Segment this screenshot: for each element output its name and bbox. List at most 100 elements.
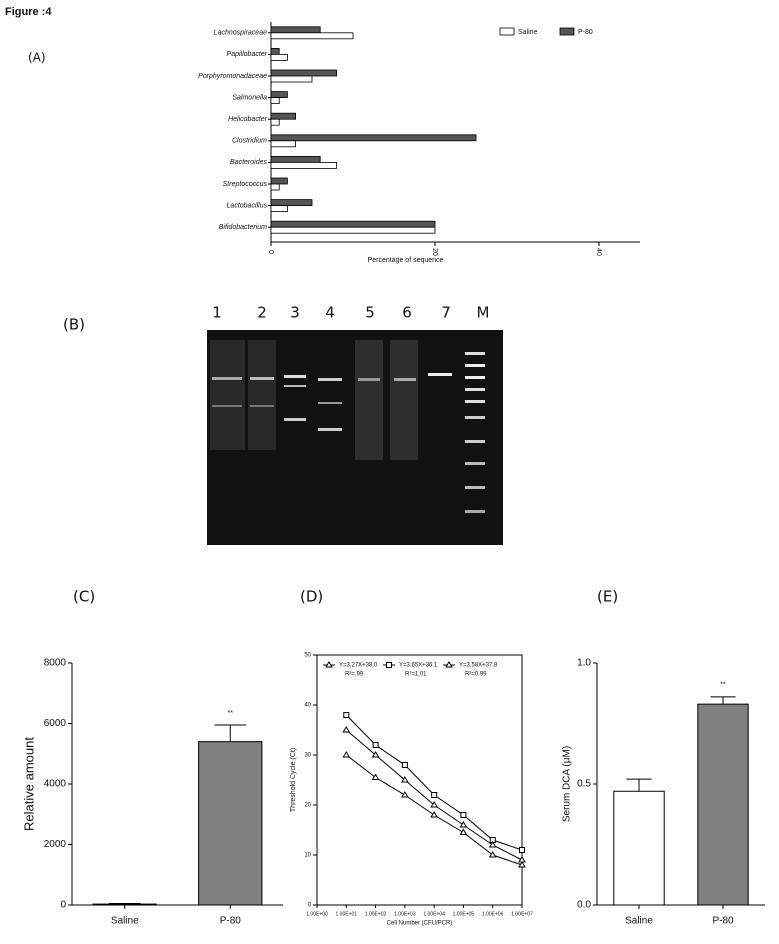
y-tick-label: Bacteroides — [230, 159, 267, 166]
bar — [270, 140, 297, 148]
x-tick-label: 1.00E+03 — [394, 911, 416, 917]
marker — [342, 726, 351, 733]
error-bar — [626, 778, 652, 792]
y-tick-label: 4000 — [44, 779, 67, 790]
x-tick-label: P-80 — [712, 916, 734, 927]
y-tick-label: 1.0 — [577, 658, 591, 669]
legend-label: Y=3.27X+38.0 — [339, 663, 378, 669]
panel-label: (E) — [597, 588, 618, 606]
marker — [460, 812, 467, 818]
y-tick-label: Lachnospiraceae — [214, 30, 267, 37]
x-tick-label: 0 — [267, 250, 274, 254]
bar — [270, 220, 436, 228]
lane-label: 7 — [441, 304, 451, 322]
marker — [372, 742, 379, 748]
y-tick-label: 30 — [304, 753, 311, 759]
marker — [342, 751, 351, 758]
lane-label: 3 — [290, 304, 300, 322]
bar — [270, 226, 436, 234]
y-tick-label: 8000 — [44, 658, 67, 669]
marker — [401, 762, 408, 768]
x-tick-label: 1.00E+00 — [306, 911, 328, 917]
y-tick-label: Lactobacillus — [227, 202, 268, 209]
y-tick-label: 2000 — [44, 839, 67, 850]
lane-label: 1 — [212, 304, 222, 322]
marker — [518, 856, 526, 863]
x-tick-label: 40 — [595, 248, 602, 256]
x-tick-label: 1.00E+05 — [453, 911, 475, 917]
legend-label: Y=3.58X+37.8 — [459, 663, 498, 669]
marker — [488, 851, 497, 858]
panel-label: (A) — [28, 51, 46, 65]
y-tick-label: Bifidobacterium — [219, 224, 267, 231]
annotation: ** — [228, 710, 234, 717]
y-tick-label: Salmonella — [232, 94, 267, 101]
lane-label: M — [477, 304, 490, 322]
error-bar — [710, 696, 736, 705]
x-tick-label: 1.00E+04 — [423, 911, 445, 917]
error-bar — [214, 724, 247, 742]
panel-label: (D) — [300, 588, 323, 606]
x-tick-label: 1.00E+07 — [511, 911, 533, 917]
bar — [270, 69, 337, 77]
bar — [270, 118, 280, 126]
x-axis-label: Cell Number (CFU/PCR) — [387, 921, 453, 927]
x-tick-label: Saline — [625, 916, 653, 927]
bar — [270, 112, 297, 120]
marker — [488, 841, 497, 848]
y-tick-label: 10 — [304, 853, 311, 859]
gel-image — [207, 330, 503, 545]
plot-frame — [316, 654, 523, 906]
panel-label: (C) — [73, 588, 95, 606]
x-tick-label: Saline — [111, 916, 139, 927]
marker — [445, 661, 453, 668]
x-tick-label: 20 — [431, 248, 438, 256]
bar — [270, 48, 280, 55]
legend-swatch — [499, 27, 515, 36]
x-tick-label: 1.00E+06 — [482, 911, 504, 917]
bar — [270, 155, 321, 163]
x-tick-label: P-80 — [220, 916, 242, 927]
x-tick-label: 1.00E+01 — [336, 911, 358, 917]
line — [345, 714, 523, 851]
legend-r2: R²=0.99 — [465, 672, 487, 678]
bar — [270, 177, 288, 185]
y-tick-label: Papillobacter — [227, 51, 268, 58]
marker — [459, 821, 468, 828]
marker — [431, 792, 438, 798]
marker — [400, 776, 409, 783]
y-tick-label: Porphyromonadaceae — [198, 73, 267, 80]
marker — [371, 751, 380, 758]
bar — [270, 91, 288, 98]
y-tick-label: 0 — [308, 903, 312, 909]
bar — [270, 205, 288, 213]
line — [345, 754, 523, 866]
legend-r2: R²=1.01 — [405, 672, 427, 678]
marker — [325, 661, 333, 668]
error-bar — [108, 902, 141, 905]
bar — [270, 183, 280, 191]
legend-label: Y=3.65X+36.1 — [399, 663, 438, 669]
y-tick-label: Clostridium — [232, 138, 267, 145]
y-axis-label: Relative amount — [21, 737, 36, 831]
y-tick-label: Streptococcus — [223, 181, 268, 188]
y-axis-label: Serum DCA (μM) — [562, 746, 573, 822]
x-tick-label: 1.00E+02 — [365, 911, 387, 917]
y-tick-label: 40 — [304, 703, 311, 709]
marker — [459, 828, 468, 835]
bar — [270, 134, 477, 142]
marker — [430, 811, 439, 818]
marker — [519, 847, 525, 853]
axis-line — [270, 22, 640, 243]
y-tick-label: 20 — [304, 803, 311, 809]
lane-label: 4 — [325, 304, 335, 322]
marker — [518, 861, 526, 868]
y-tick-label: 6000 — [44, 718, 67, 729]
bar — [270, 26, 321, 34]
legend-label: P-80 — [578, 29, 593, 36]
bar — [270, 75, 313, 83]
legend-r2: R²=.99 — [345, 672, 364, 678]
marker — [343, 712, 350, 718]
panel-label: (B) — [63, 316, 85, 334]
